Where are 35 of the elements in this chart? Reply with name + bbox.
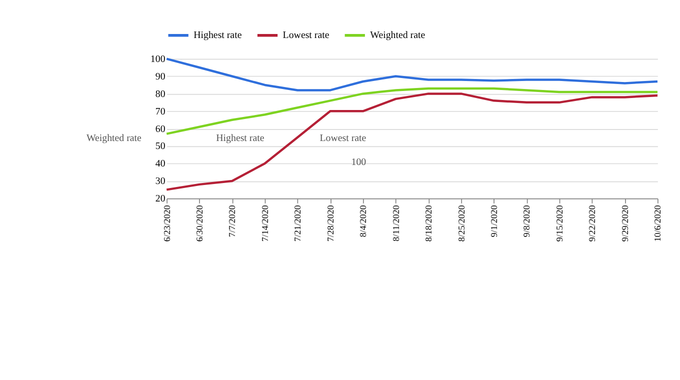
x-tick-label: 7/21/2020 — [292, 204, 303, 242]
line-series — [166, 92, 659, 191]
x-tick-label: 9/15/2020 — [554, 204, 564, 242]
y-tick-label: 30 — [155, 176, 166, 188]
y-tick-label: 80 — [155, 88, 166, 100]
legend-label: Highest rate — [194, 30, 242, 42]
x-tick-label: 8/25/2020 — [456, 204, 466, 242]
y-tick-label: 20 — [155, 194, 166, 205]
x-tick-label: 7/7/2020 — [227, 204, 238, 238]
annotation: Lowest rate — [320, 132, 367, 144]
y-tick-label: 40 — [155, 158, 166, 170]
x-tick-label: 7/28/2020 — [325, 204, 336, 242]
x-tick-label: 8/4/2020 — [358, 204, 368, 238]
x-tick-label: 9/22/2020 — [587, 204, 598, 242]
line-series — [166, 58, 659, 92]
x-tick-label: 9/8/2020 — [522, 204, 532, 238]
legend-label: Lowest rate — [282, 30, 330, 42]
y-tick-label: 100 — [150, 54, 166, 65]
x-tick-label: 6/23/2020 — [162, 204, 172, 242]
y-tick-label: 50 — [155, 141, 166, 152]
legend-label: Weighted rate — [370, 30, 426, 42]
y-tick-label: 90 — [155, 71, 166, 82]
annotation: 100 — [351, 157, 366, 168]
line-series — [166, 87, 659, 135]
x-tick-label: 9/29/2020 — [620, 204, 630, 242]
x-tick-label: 9/1/2020 — [489, 204, 500, 238]
text: Weighted rate — [86, 132, 142, 144]
y-tick-label: 60 — [155, 124, 166, 135]
annotation: Highest rate — [216, 132, 265, 144]
y-tick-label: 70 — [155, 106, 166, 118]
x-tick-label: 8/11/2020 — [390, 204, 401, 242]
x-tick-label: 10/6/2020 — [652, 204, 663, 242]
x-tick-label: 8/18/2020 — [424, 204, 434, 242]
x-tick-label: 6/30/2020 — [194, 204, 204, 242]
x-tick-label: 7/14/2020 — [260, 204, 270, 242]
